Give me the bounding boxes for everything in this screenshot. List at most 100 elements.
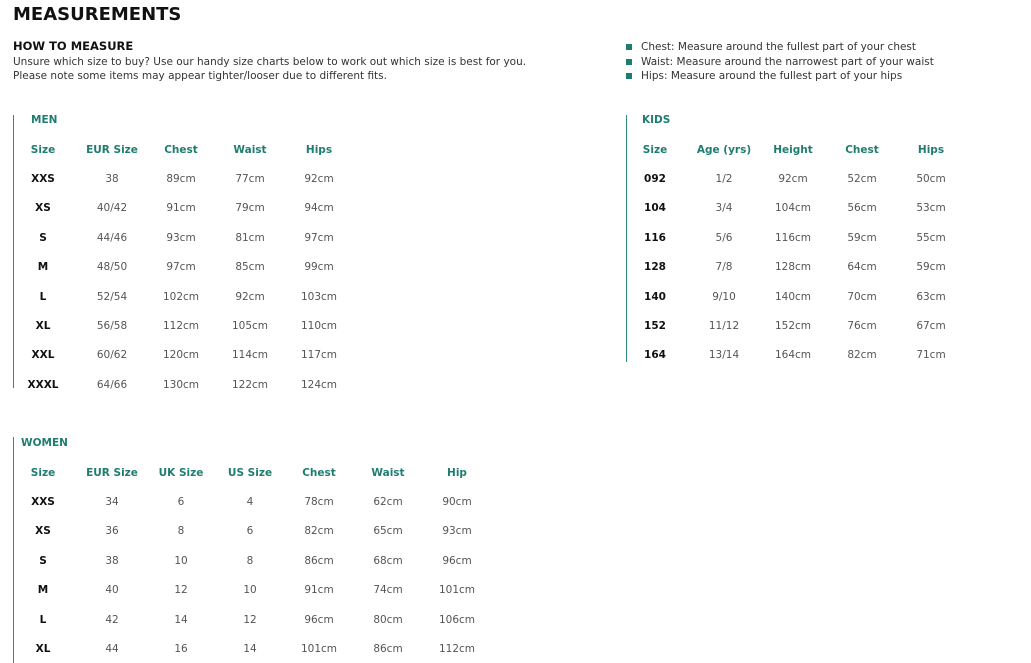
table-cell: 74cm <box>373 584 403 597</box>
column-header: Chest <box>845 144 879 156</box>
bullet <box>626 44 632 50</box>
table-cell: 16 <box>174 643 188 655</box>
table-cell: 64/66 <box>96 378 128 391</box>
table-cell: 52cm <box>847 173 877 185</box>
table-cell: 42 <box>105 613 119 626</box>
column-header: Hips <box>917 144 945 156</box>
table-cell: 71cm <box>916 349 946 362</box>
table-cell: 44 <box>105 643 119 655</box>
size-cell: 116 <box>644 231 666 244</box>
table-cell: 10 <box>174 554 188 567</box>
table-border <box>626 115 627 362</box>
table-cell: 80cm <box>373 613 403 626</box>
table-cell: 59cm <box>916 261 946 274</box>
table-cell: 14 <box>243 643 257 655</box>
table-cell: 128cm <box>774 261 812 274</box>
table-cell: 55cm <box>916 231 946 244</box>
table-cell: 56cm <box>847 202 877 215</box>
table-cell: 114cm <box>231 349 269 362</box>
column-header: EUR Size <box>86 467 138 479</box>
table-cell: 81cm <box>235 231 265 244</box>
table-cell: 53cm <box>916 202 946 215</box>
table-cell: 12 <box>243 613 257 626</box>
table-cell: 90cm <box>442 496 472 508</box>
table-cell: 38 <box>105 554 119 567</box>
table-cell: 89cm <box>166 173 196 185</box>
table-cell: 130cm <box>162 378 200 391</box>
table-cell: 8 <box>246 554 254 567</box>
column-header: Size <box>30 144 56 156</box>
size-cell: XS <box>35 525 51 538</box>
table-border <box>13 115 14 388</box>
table-cell: 60/62 <box>96 349 128 362</box>
table-cell: 103cm <box>300 290 338 303</box>
table-cell: 124cm <box>300 378 338 391</box>
table-cell: 105cm <box>231 320 269 332</box>
table-cell: 82cm <box>847 349 877 362</box>
table-cell: 86cm <box>373 643 403 655</box>
table-cell: 120cm <box>162 349 200 362</box>
bullet <box>626 73 632 79</box>
table-cell: 91cm <box>304 584 334 597</box>
column-header: Chest <box>302 467 336 479</box>
column-header: EUR Size <box>86 144 138 156</box>
size-cell: 140 <box>644 290 666 303</box>
table-cell: 92cm <box>778 173 808 185</box>
table-title: KIDS <box>642 114 671 126</box>
table-cell: 140cm <box>774 290 812 303</box>
table-cell: 34 <box>105 496 119 508</box>
size-cell: 092 <box>644 173 666 185</box>
column-header: Size <box>30 467 56 479</box>
intro-line: Please note some items may appear tighte… <box>13 70 387 82</box>
table-cell: 40/42 <box>96 202 128 215</box>
table-cell: 13/14 <box>708 349 740 362</box>
table-cell: 63cm <box>916 290 946 303</box>
bullet <box>626 58 632 65</box>
table-cell: 78cm <box>304 496 334 508</box>
table-cell: 64cm <box>847 261 877 274</box>
table-cell: 7/8 <box>715 261 733 274</box>
table-cell: 117cm <box>300 349 338 362</box>
table-cell: 97cm <box>166 261 196 274</box>
table-cell: 91cm <box>166 202 196 215</box>
table-cell: 9/10 <box>712 290 736 303</box>
intro-line: Unsure which size to buy? Use our handy … <box>13 56 527 68</box>
table-cell: 68cm <box>373 554 403 567</box>
table-cell: 44/46 <box>96 231 128 244</box>
size-cell: XXS <box>31 496 55 508</box>
tip: Chest: Measure around the fullest part o… <box>641 41 917 53</box>
table-cell: 11/12 <box>708 320 740 332</box>
size-cell: XXL <box>31 349 55 362</box>
table-cell: 52/54 <box>96 290 128 303</box>
table-cell: 59cm <box>847 231 877 244</box>
column-header: US Size <box>227 467 273 479</box>
table-cell: 79cm <box>235 202 265 215</box>
table-cell: 96cm <box>442 554 472 567</box>
table-cell: 48/50 <box>96 261 128 274</box>
size-cell: 104 <box>644 202 666 215</box>
table-cell: 76cm <box>847 320 877 332</box>
column-header: Chest <box>164 144 198 156</box>
column-header: Hip <box>447 467 467 479</box>
size-cell: L <box>39 613 47 626</box>
table-cell: 92cm <box>304 173 334 185</box>
column-header: Age (yrs) <box>696 144 752 156</box>
table-cell: 86cm <box>304 554 334 567</box>
table-cell: 102cm <box>162 290 200 303</box>
table-cell: 112cm <box>438 643 476 655</box>
table-cell: 93cm <box>166 231 196 244</box>
tip: Hips: Measure around the fullest part of… <box>641 70 903 82</box>
size-cell: M <box>37 584 49 597</box>
table-cell: 96cm <box>304 613 334 626</box>
size-cell: XXXL <box>27 378 59 391</box>
table-cell: 65cm <box>373 525 403 538</box>
size-cell: XS <box>35 202 51 215</box>
column-header: UK Size <box>158 467 204 479</box>
table-cell: 122cm <box>231 378 269 391</box>
table-title: WOMEN <box>21 437 68 449</box>
table-cell: 6 <box>246 525 254 538</box>
table-title: MEN <box>31 114 58 126</box>
table-cell: 12 <box>174 584 188 597</box>
size-cell: M <box>37 261 49 274</box>
